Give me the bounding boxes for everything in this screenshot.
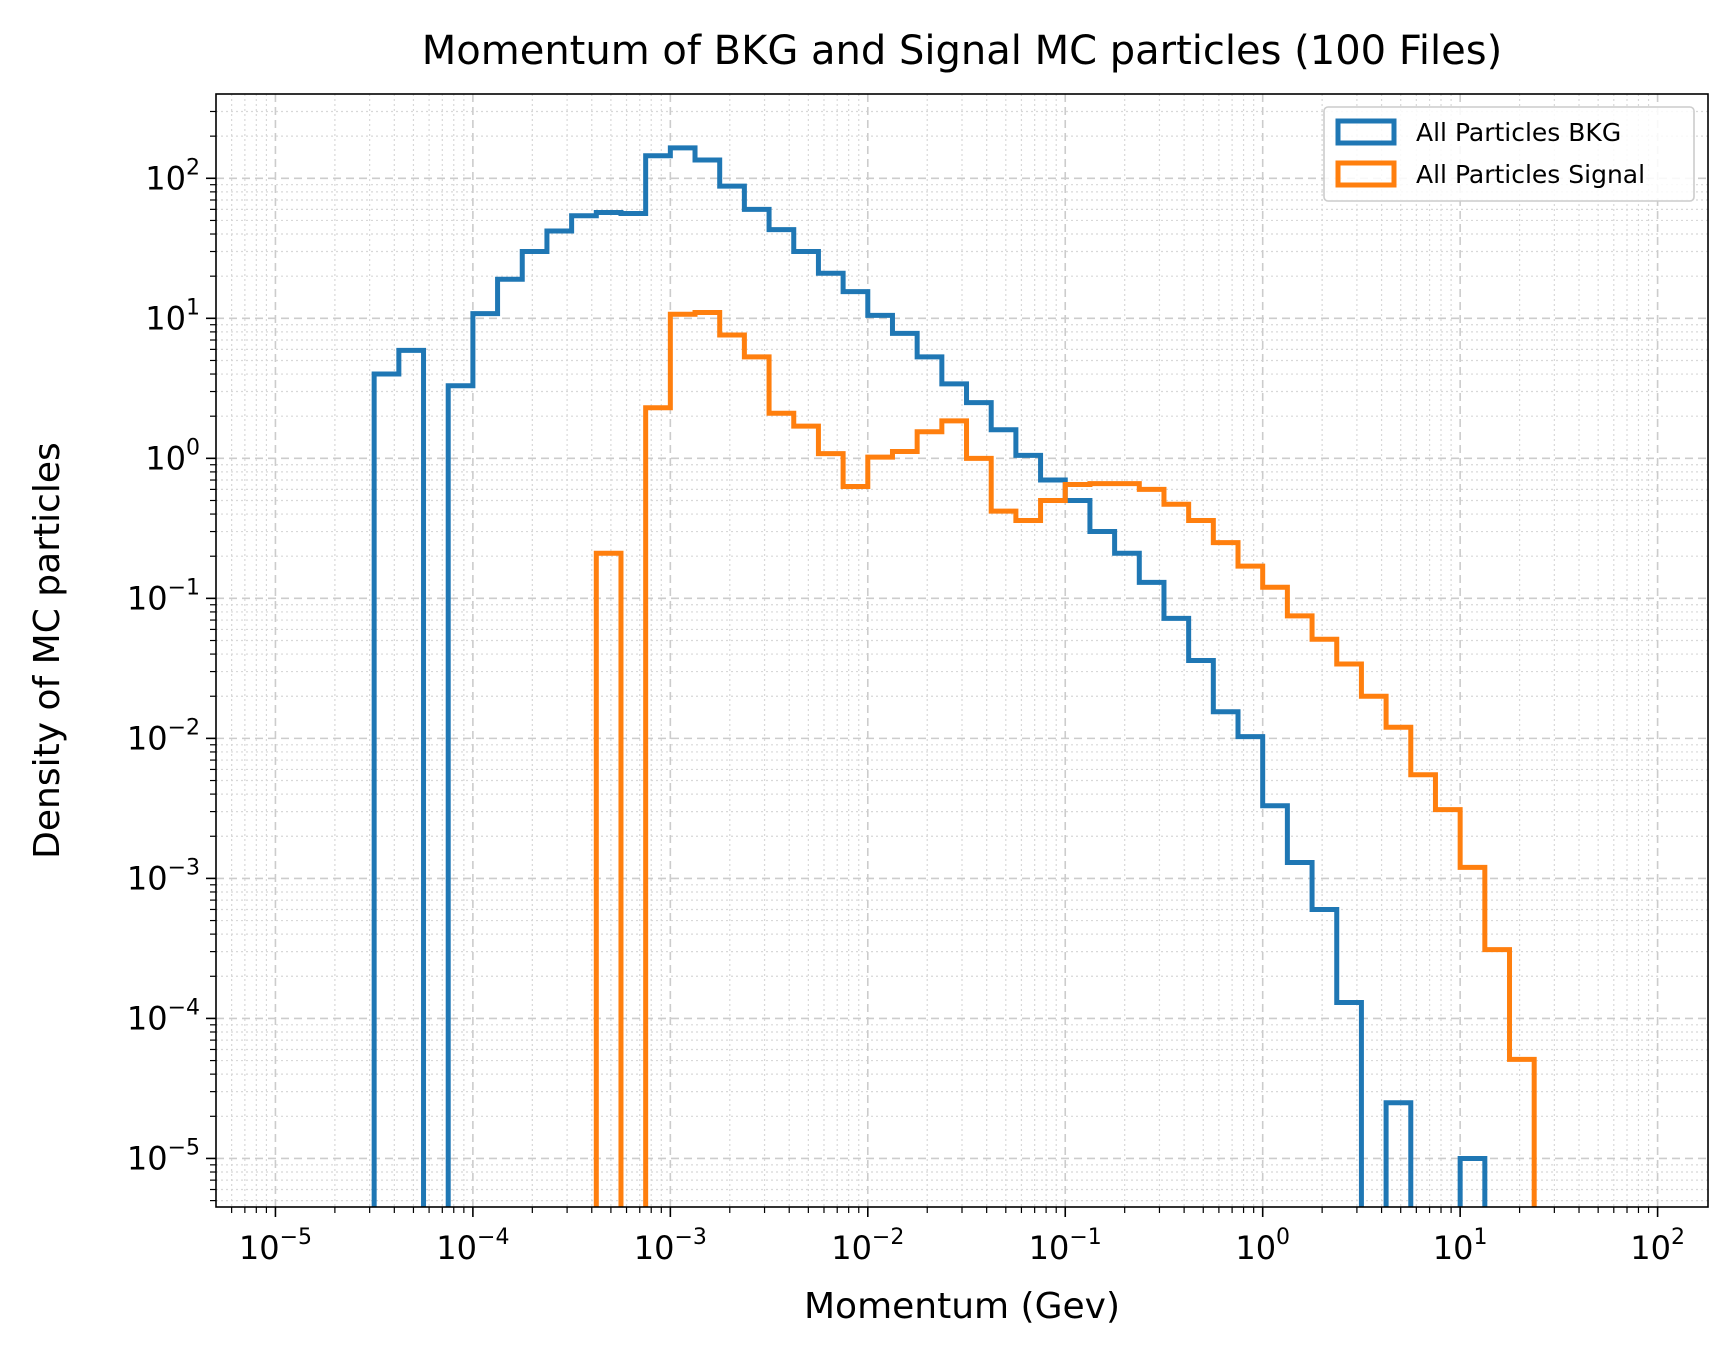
x-tick-label: 102 <box>1630 1225 1685 1267</box>
x-tick-label: 10−3 <box>634 1225 707 1267</box>
y-tick-label: 10−5 <box>127 1135 200 1177</box>
chart-title: Momentum of BKG and Signal MC particles … <box>422 28 1502 74</box>
series-step-line <box>593 310 1537 1207</box>
legend-swatch <box>1335 160 1397 188</box>
ticks-layer: 10−5 10−4 10−3 10−2 10−1 100 101 102 10−5 10−4 10−… <box>127 110 1685 1267</box>
x-tick-label: 101 <box>1433 1225 1488 1267</box>
legend: All Particles BKG All Particles Signal <box>1323 106 1695 202</box>
legend-label: All Particles Signal <box>1416 160 1645 189</box>
y-tick-label: 101 <box>145 295 200 337</box>
minor-grid <box>216 94 1708 1207</box>
x-tick-label: 10−4 <box>436 1225 509 1267</box>
major-grid <box>216 94 1708 1207</box>
series-bkg <box>371 145 1488 1207</box>
legend-box <box>1323 106 1695 202</box>
y-tick-label: 100 <box>145 435 200 477</box>
x-axis-label: Momentum (Gev) <box>804 1286 1120 1327</box>
x-tick-label: 10−2 <box>831 1225 904 1267</box>
series-step-line <box>371 145 1488 1207</box>
x-tick-label: 10−5 <box>239 1225 312 1267</box>
y-axis-label: Density of MC particles <box>27 442 68 859</box>
series-signal <box>593 310 1537 1207</box>
y-tick-label: 10−3 <box>127 855 200 897</box>
x-tick-label: 10−1 <box>1029 1225 1102 1267</box>
y-tick-label: 10−4 <box>127 995 200 1037</box>
y-tick-label: 10−2 <box>127 715 200 757</box>
legend-swatch <box>1335 118 1397 146</box>
x-tick-label: 100 <box>1235 1225 1290 1267</box>
y-tick-label: 10−1 <box>127 575 200 617</box>
y-tick-label: 102 <box>145 155 200 197</box>
series-layer <box>371 145 1537 1207</box>
legend-label: All Particles BKG <box>1416 118 1621 147</box>
